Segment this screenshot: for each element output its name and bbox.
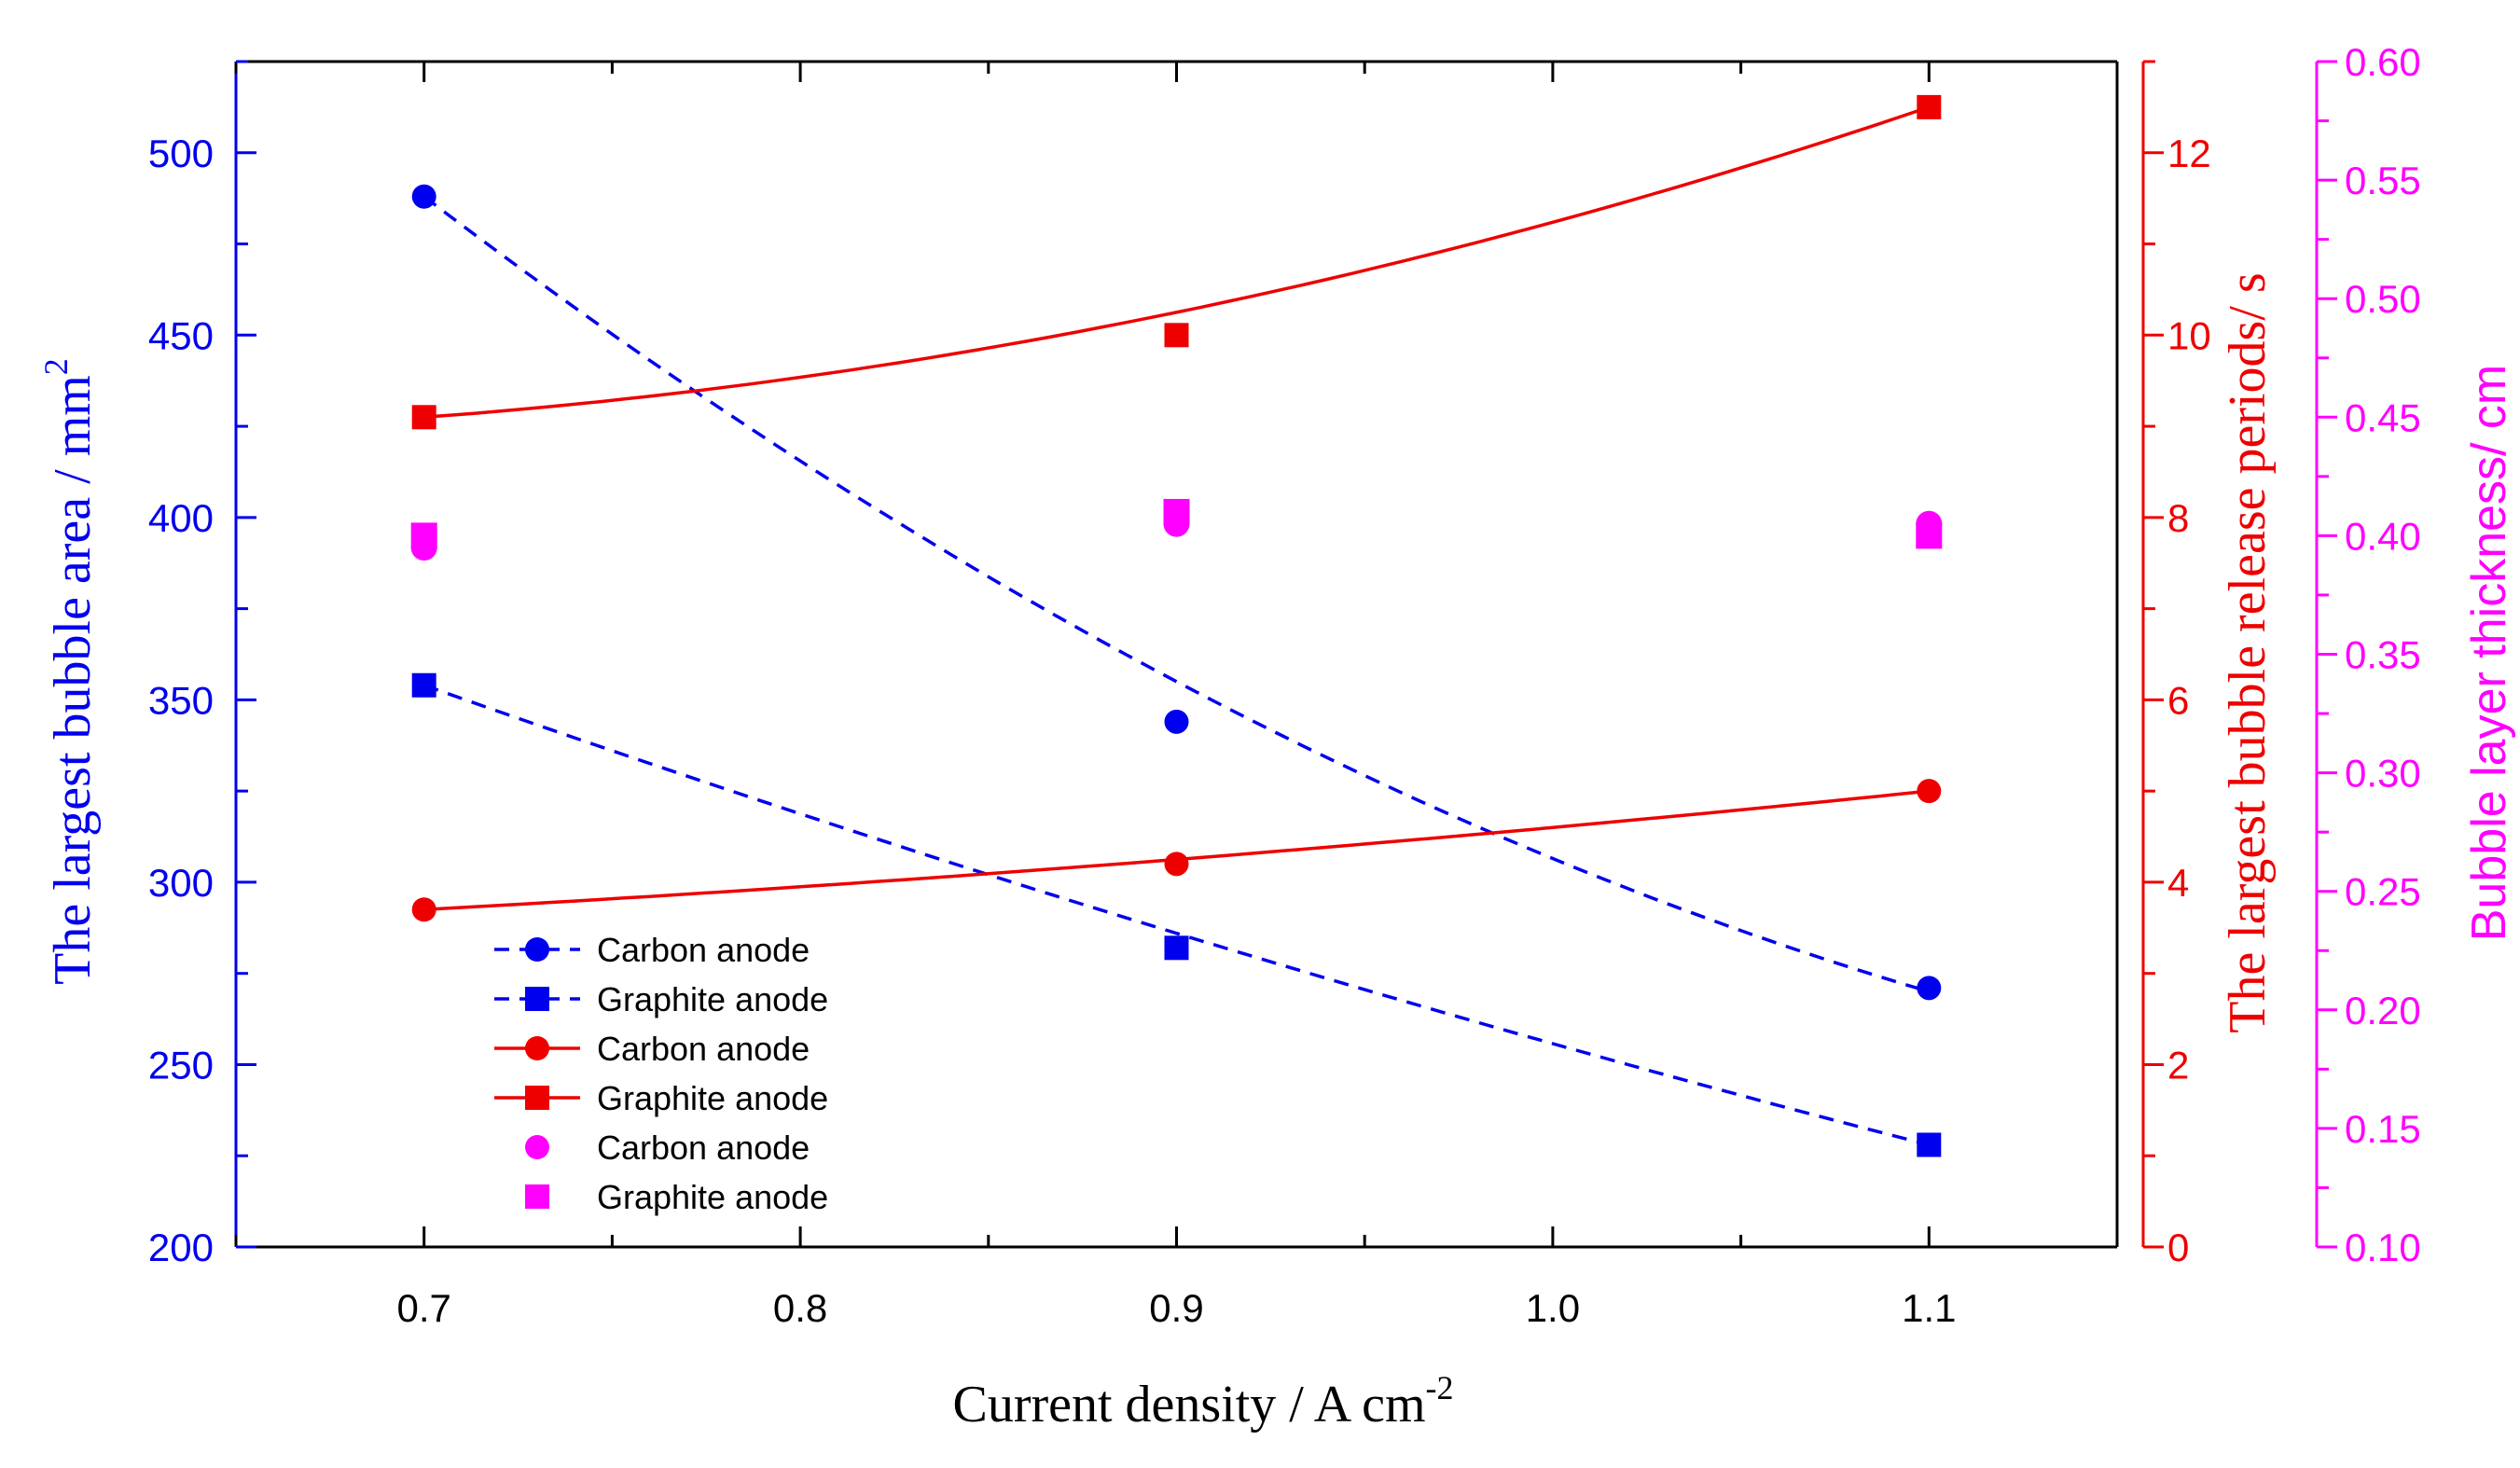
- left-tick-label: 450: [148, 313, 214, 357]
- left-tick-label: 400: [148, 496, 214, 540]
- right-tick-label: 0.35: [2345, 633, 2421, 677]
- legend-marker: [525, 937, 549, 962]
- data-point: [1917, 976, 1942, 1001]
- left-tick-label: 250: [148, 1043, 214, 1087]
- legend-marker: [525, 1036, 549, 1060]
- legend-label: Carbon anode: [597, 1030, 810, 1068]
- series-fit-line: [423, 789, 1930, 912]
- legend-item: Graphite anode: [494, 980, 828, 1018]
- middle-tick-label: 6: [2167, 678, 2189, 722]
- left-tick-label: 500: [148, 132, 214, 175]
- left-tick-label: 200: [148, 1226, 214, 1269]
- x-axis-title-main: Current density / A cm: [952, 1376, 1425, 1433]
- data-point: [411, 405, 436, 430]
- series-0-left-circle: [411, 184, 1942, 1001]
- data-point: [1164, 709, 1189, 734]
- data-point: [1917, 1132, 1942, 1157]
- data-point: [1164, 323, 1189, 348]
- x-tick-label: 0.7: [397, 1286, 451, 1330]
- legend-label: Graphite anode: [597, 1079, 828, 1117]
- data-point: [1164, 852, 1189, 877]
- legend-item: Graphite anode: [494, 1079, 828, 1117]
- right-tick-label: 0.25: [2345, 870, 2421, 914]
- middle-tick-labels: 0 2 4 6 8 10 12: [2167, 132, 2211, 1269]
- right-tick-label: 0.30: [2345, 752, 2421, 796]
- data-point: [411, 672, 436, 698]
- data-point: [1163, 498, 1190, 525]
- middle-axis-title: The largest bubble release periods/ s: [2219, 272, 2277, 1032]
- x-axis-title-sup: -2: [1426, 1369, 1454, 1406]
- right-tick-labels: 0.10 0.15 0.20 0.25 0.30 0.35 0.40 0.45 0.50 0.55…: [2345, 40, 2421, 1269]
- middle-tick-label: 4: [2167, 861, 2189, 905]
- x-tick-label: 1.0: [1526, 1286, 1580, 1330]
- legend-label: Graphite anode: [597, 980, 828, 1018]
- left-tick-label: 300: [148, 861, 214, 905]
- series-3-middle-square: [411, 94, 1942, 430]
- middle-tick-label: 12: [2167, 132, 2211, 175]
- legend: Carbon anode Graphite anode Carbon anode Gr…: [494, 931, 828, 1216]
- legend-marker: [525, 1135, 549, 1159]
- series-layer: [410, 94, 1943, 1157]
- legend-label: Carbon anode: [597, 931, 810, 969]
- middle-tick-label: 10: [2167, 313, 2211, 357]
- x-tick-label: 0.8: [773, 1286, 827, 1330]
- right-tick-label: 0.15: [2345, 1107, 2421, 1151]
- legend-item: Carbon anode: [494, 1030, 810, 1068]
- right-tick-label: 0.20: [2345, 989, 2421, 1032]
- right-tick-label: 0.50: [2345, 277, 2421, 321]
- legend-item: Carbon anode: [525, 1129, 810, 1167]
- data-point: [411, 897, 436, 922]
- left-tick-label: 350: [148, 678, 214, 722]
- series-1-left-square: [411, 672, 1942, 1157]
- legend-marker: [525, 987, 549, 1011]
- series-5-right-square: [410, 498, 1943, 549]
- series-fit-line: [423, 684, 1930, 1147]
- data-point: [1917, 779, 1942, 804]
- left-axis-title: The largest bubble area / mm2: [37, 358, 102, 985]
- legend-item: Carbon anode: [494, 931, 810, 969]
- right-tick-label: 0.40: [2345, 514, 2421, 558]
- data-point: [410, 522, 437, 549]
- legend-label: Graphite anode: [597, 1178, 828, 1216]
- series-fit-line: [423, 105, 1930, 420]
- x-tick-labels: 0.7 0.8 0.9 1.0 1.1: [397, 1286, 1957, 1330]
- data-point: [1164, 935, 1189, 961]
- data-point: [411, 184, 436, 209]
- x-tick-label: 0.9: [1149, 1286, 1203, 1330]
- legend-item: Graphite anode: [525, 1178, 828, 1216]
- middle-tick-label: 8: [2167, 496, 2189, 540]
- middle-tick-label: 2: [2167, 1043, 2189, 1087]
- right-tick-label: 0.10: [2345, 1226, 2421, 1269]
- middle-tick-label: 0: [2167, 1226, 2189, 1269]
- legend-marker: [525, 1184, 549, 1209]
- left-axis-title-main: The largest bubble area / mm: [44, 375, 102, 985]
- right-tick-label: 0.55: [2345, 159, 2421, 202]
- plot-frame: [234, 60, 2319, 1249]
- series-2-middle-circle: [411, 779, 1942, 922]
- right-tick-label: 0.45: [2345, 395, 2421, 439]
- right-axis-title: Bubble layer thickness/ cm: [2462, 365, 2516, 942]
- x-axis-title: Current density / A cm-2: [952, 1369, 1453, 1433]
- left-tick-labels: 200 250 300 350 400 450 500: [148, 132, 214, 1269]
- legend-label: Carbon anode: [597, 1129, 810, 1167]
- left-axis-title-sup: 2: [37, 358, 75, 375]
- data-point: [1916, 522, 1943, 549]
- legend-marker: [525, 1086, 549, 1110]
- x-tick-label: 1.1: [1902, 1286, 1956, 1330]
- data-point: [1917, 94, 1942, 119]
- series-fit-line: [422, 195, 1930, 993]
- right-tick-label: 0.60: [2345, 40, 2421, 84]
- tick-marks: [234, 60, 2337, 1249]
